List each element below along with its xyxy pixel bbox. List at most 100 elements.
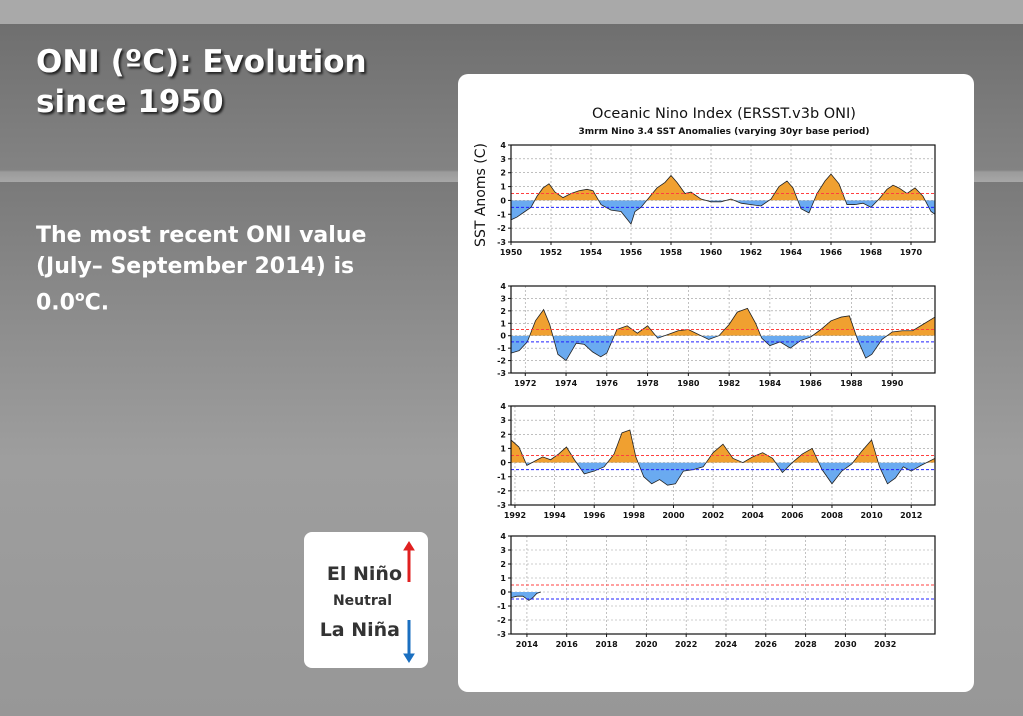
x-tick-label: 2018 [595,640,618,649]
x-tick-label: 1998 [623,511,646,520]
oni-series-line [511,307,935,362]
x-tick-label: 2010 [860,511,883,520]
summary-value: 0.0 [36,290,75,316]
y-tick-label: 1 [500,319,506,328]
x-tick-label: 2004 [742,511,765,520]
x-tick-label: 2032 [874,640,896,649]
y-tick-label: -2 [497,487,506,496]
chart-title: Oceanic Nino Index (ERSST.v3b ONI) [592,106,856,122]
y-tick-label: 0 [500,332,506,341]
y-tick-label: 4 [500,402,506,411]
x-tick-label: 1994 [543,511,566,520]
y-tick-label: 0 [500,459,506,468]
x-tick-label: 1988 [840,379,863,388]
y-tick-label: -2 [497,357,506,366]
x-tick-label: 1996 [583,511,606,520]
y-tick-label: 3 [500,294,506,303]
panel-frame [510,285,936,374]
x-tick-label: 2030 [834,640,857,649]
x-tick-label: 2020 [635,640,658,649]
summary-degree-sup: o [74,289,85,305]
y-tick-label: 3 [500,155,506,164]
oni-series-line [511,429,935,486]
y-tick-label: -3 [497,238,506,247]
x-tick-label: 2024 [715,640,738,649]
x-tick-label: 1976 [596,379,619,388]
x-tick-label: 2006 [781,511,804,520]
x-tick-label: 2028 [794,640,817,649]
oni-chart: -3 -2 -1 0 1 2 3 4 1950 1952 1954 1956 1958 1960 1962 1… [473,106,936,649]
x-tick-label: 1982 [718,379,740,388]
legend-arrows [403,541,415,663]
y-tick-label: 1 [500,183,506,192]
y-tick-label: 1 [500,444,506,453]
x-tick-label: 1960 [700,248,723,257]
x-tick-label: 1970 [900,248,923,257]
down-arrow-icon [403,620,415,663]
x-tick-label: 1984 [759,379,782,388]
y-tick-label: -3 [497,501,506,510]
y-tick-label: 3 [500,416,506,425]
cold-anomaly-area [511,592,541,601]
x-tick-label: 2026 [755,640,778,649]
neutral-label: Neutral [332,593,392,609]
y-tick-label: -1 [497,602,506,611]
warm-anomaly-area [511,430,935,463]
x-tick-label: 1972 [514,379,536,388]
x-tick-label: 1978 [636,379,659,388]
x-tick-label: 2014 [516,640,539,649]
summary-line-3: 0.0oC. [36,282,376,318]
x-tick-label: 1968 [860,248,883,257]
y-axis-label: SST Anoms (C) [473,143,489,247]
x-tick-label: 1964 [780,248,803,257]
oni-summary-text: The most recent ONI value (July– Septemb… [36,220,376,318]
slide-title-line-2: since 1950 [36,84,224,120]
y-tick-label: -2 [497,616,506,625]
summary-line-1: The most recent ONI value [36,223,367,248]
phase-legend: El Niño Neutral La Niña [304,532,428,668]
x-tick-label: 1954 [580,248,603,257]
y-tick-label: 1 [500,574,506,583]
y-tick-label: -1 [497,210,506,219]
x-tick-label: 1974 [555,379,578,388]
x-tick-label: 1986 [800,379,823,388]
x-tick-label: 2012 [900,511,922,520]
cold-anomaly-area [511,200,935,224]
warm-anomaly-area [534,174,926,201]
x-tick-label: 1962 [740,248,762,257]
up-arrow-icon [403,541,415,582]
slide-title: ONI (ºC): Evolution since 1950 [36,42,396,122]
x-tick-label: 2016 [556,640,579,649]
y-tick-label: 3 [500,546,506,555]
oni-series-line [511,591,541,601]
x-tick-label: 1958 [660,248,683,257]
panel-frame [510,535,936,635]
x-tick-label: 1952 [540,248,562,257]
y-tick-label: 0 [500,196,506,205]
y-tick-label: 2 [500,560,506,569]
y-tick-label: 2 [500,307,506,316]
y-tick-label: -3 [497,630,506,639]
summary-line-2: (July– September 2014) is [36,254,355,279]
oni-chart-card: -3 -2 -1 0 1 2 3 4 1950 1952 1954 1956 1958 1960 1962 1… [458,74,974,692]
la-nina-label: La Niña [319,619,400,641]
y-tick-label: -2 [497,224,506,233]
panel-frame [510,144,936,243]
y-tick-label: 4 [500,532,506,541]
y-tick-label: 2 [500,430,506,439]
x-tick-label: 1956 [620,248,643,257]
y-tick-label: 4 [500,141,506,150]
y-tick-label: -3 [497,369,506,378]
warm-anomaly-area [511,308,935,336]
y-tick-label: 0 [500,588,506,597]
x-tick-label: 2002 [702,511,724,520]
x-tick-label: 2000 [662,511,685,520]
x-tick-label: 2022 [675,640,697,649]
cold-anomaly-area [525,462,927,486]
summary-unit: C. [84,290,110,316]
slide-title-line-1: ONI (ºC): Evolution [36,44,367,80]
x-tick-label: 1950 [500,248,523,257]
y-tick-label: -1 [497,473,506,482]
panel-frame [510,405,936,506]
el-nino-label: El Niño [326,563,402,585]
